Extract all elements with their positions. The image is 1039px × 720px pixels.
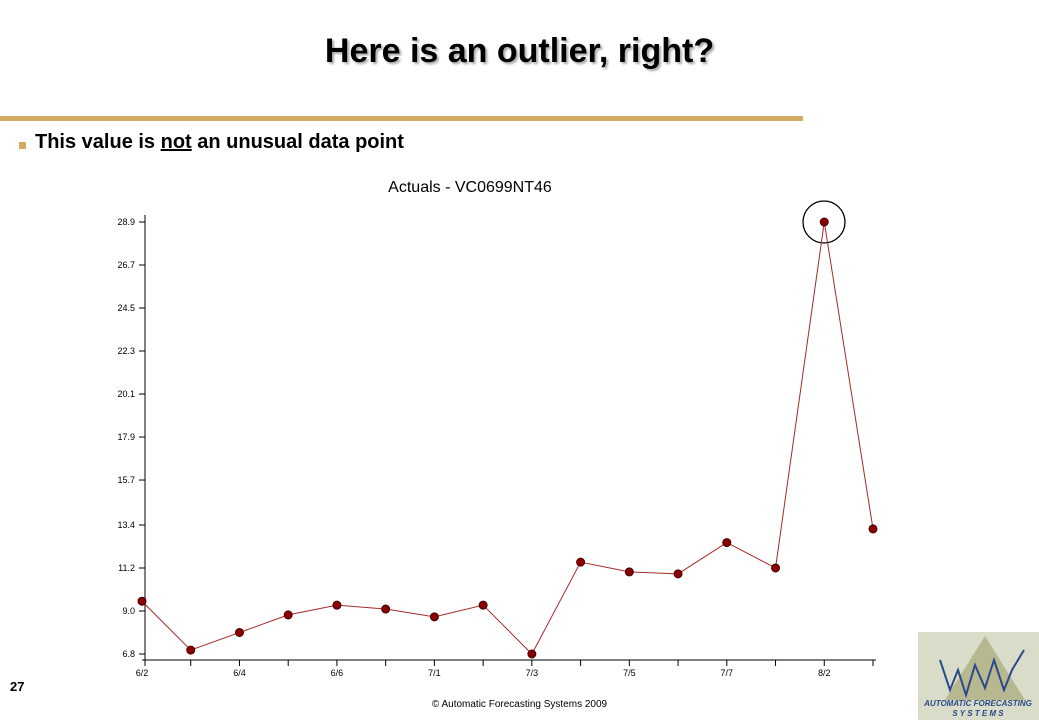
y-tick-label: 6.8 (122, 649, 135, 659)
x-tick-label: 7/5 (623, 668, 636, 678)
data-point (429, 612, 439, 622)
x-tick-label: 7/3 (526, 668, 539, 678)
series-line (141, 221, 874, 655)
data-point (722, 538, 732, 548)
y-tick-label: 9.0 (122, 606, 135, 616)
data-point (624, 567, 634, 577)
data-point (576, 557, 586, 567)
logo-text: AUTOMATIC FORECASTING (923, 699, 1032, 708)
data-point (234, 627, 244, 637)
data-point (186, 645, 196, 655)
x-tick-label: 6/4 (233, 668, 246, 678)
slide-title: Here is an outlier, right? (324, 32, 715, 70)
data-point (868, 524, 878, 534)
data-point (283, 610, 293, 620)
emphasis: not (160, 131, 192, 153)
data-point (673, 569, 683, 579)
chart-title: Actuals - VC0699NT46 (388, 179, 552, 196)
y-tick-label: 20.1 (117, 389, 135, 399)
data-point (332, 600, 342, 610)
text: an unusual data point (191, 131, 404, 153)
x-tick-label: 7/7 (721, 668, 734, 678)
data-point (771, 563, 781, 573)
title-rule (0, 116, 803, 121)
logo-line (939, 649, 1025, 699)
logo-pyramid (945, 636, 1025, 700)
bullet-marker (19, 142, 26, 149)
data-point (478, 600, 488, 610)
y-tick-label: 13.4 (117, 520, 135, 530)
y-tick-label: 17.9 (117, 432, 135, 442)
data-point (137, 596, 147, 606)
x-tick-label: 6/2 (136, 668, 149, 678)
x-tick-label: 6/6 (331, 668, 344, 678)
logo: AUTOMATIC FORECASTING S Y S T E M S (918, 632, 1039, 720)
y-tick-label: 11.2 (118, 563, 135, 573)
x-tick-label: 7/1 (428, 668, 441, 678)
y-tick-label: 15.7 (117, 475, 135, 485)
y-tick-label: 24.5 (117, 303, 135, 313)
y-tick-label: 26.7 (117, 260, 135, 270)
y-tick-label: 28.9 (117, 217, 135, 227)
text: This value is (35, 131, 161, 153)
logo-text: S Y S T E M S (952, 709, 1004, 718)
footer: © Automatic Forecasting Systems 2009 (431, 699, 608, 710)
x-tick-label: 8/2 (818, 668, 831, 678)
page-number: 27 (10, 679, 25, 694)
data-point (819, 217, 829, 227)
data-point (381, 604, 391, 614)
y-tick-label: 22.3 (117, 346, 135, 356)
bullet-text: This value is not an unusual data point (35, 131, 404, 154)
outlier-highlight (802, 200, 846, 244)
data-point (527, 649, 537, 659)
